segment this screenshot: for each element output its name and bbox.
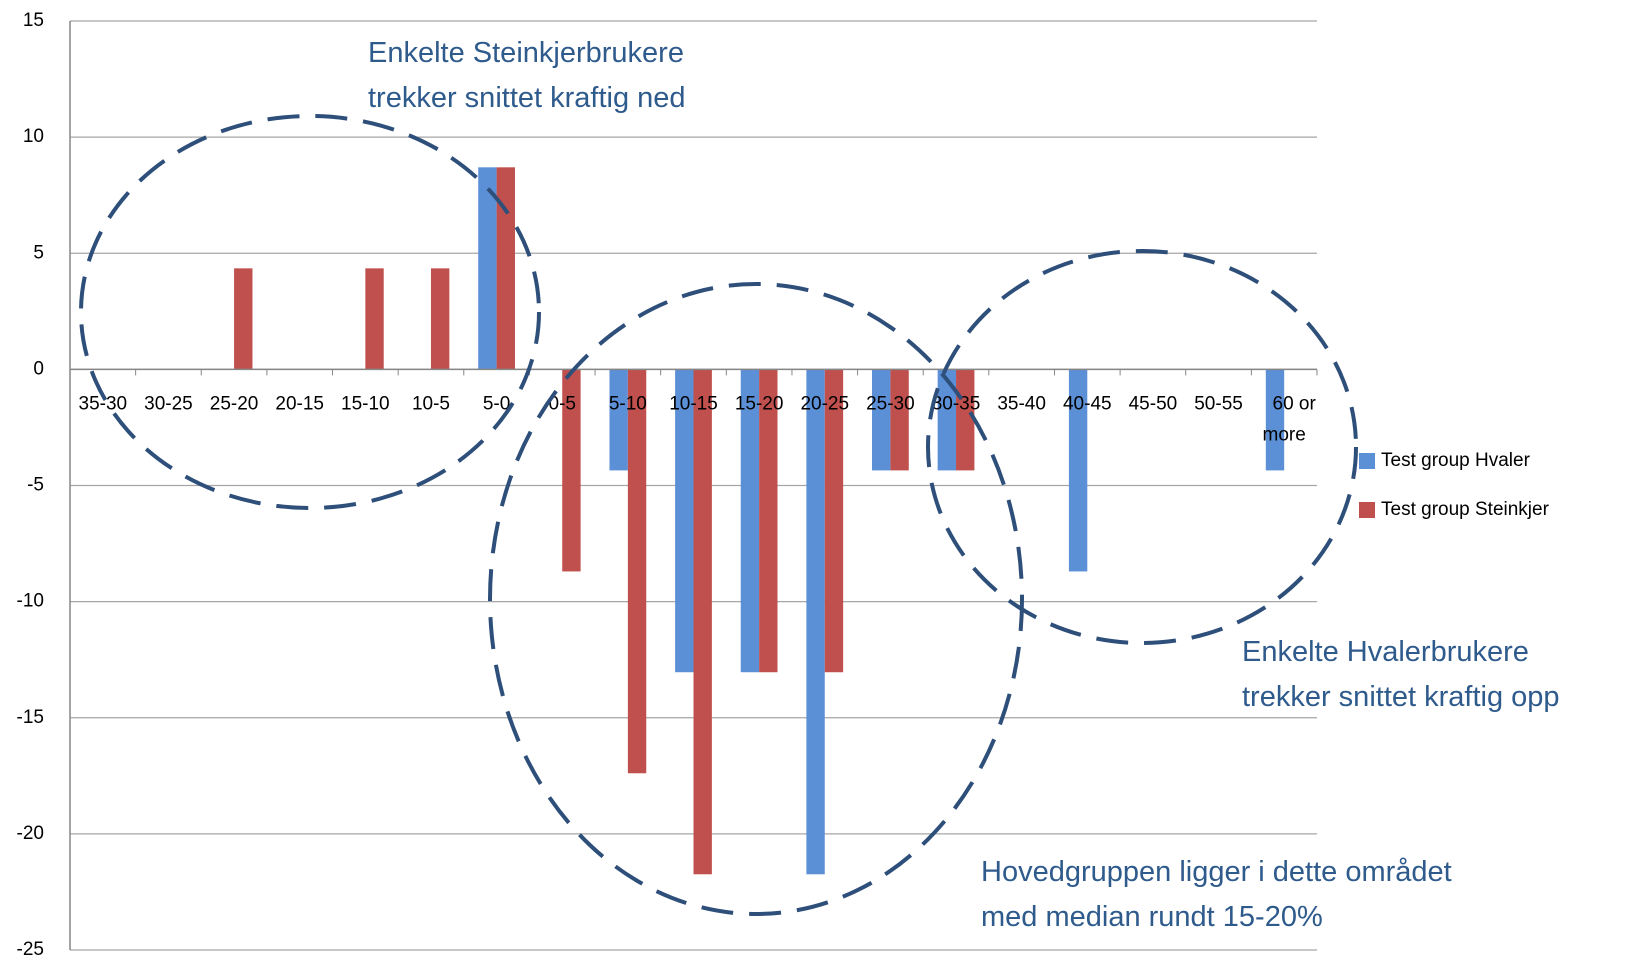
bar: [872, 369, 891, 471]
bar: [890, 369, 909, 471]
bar: [824, 369, 844, 673]
x-tick-label: 15-10: [341, 393, 390, 414]
highlight-ellipse: [79, 114, 541, 510]
x-tick-label: 25-20: [210, 393, 259, 414]
x-tick-label: 5-0: [483, 393, 510, 414]
x-tick-label: 60 or more: [1263, 393, 1317, 445]
x-tick-label: 40-45: [1063, 393, 1112, 414]
legend-swatch: [1359, 453, 1375, 469]
legend-label: Test group Steinkjer: [1381, 499, 1550, 520]
bar: [956, 369, 975, 471]
bar: [759, 369, 778, 673]
bar: [740, 369, 760, 673]
x-tick-label: 0-5: [549, 393, 576, 414]
x-tick-label: 35-40: [997, 393, 1046, 414]
y-tick-label: -10: [17, 591, 44, 612]
x-tick-label: 30-35: [932, 393, 981, 414]
bar: [365, 268, 384, 370]
x-tick-label: 45-50: [1129, 393, 1178, 414]
bar: [478, 167, 497, 370]
y-tick-label: 15: [23, 10, 44, 31]
x-tick-label: 20-25: [800, 393, 849, 414]
y-tick-label: -20: [17, 823, 44, 844]
y-tick-label: -25: [17, 939, 44, 960]
bar: [609, 369, 628, 471]
x-tick-label: 30-25: [144, 393, 193, 414]
bar: [430, 268, 450, 370]
bar: [675, 369, 694, 673]
highlight-ellipse: [488, 282, 1024, 916]
bar: [693, 369, 712, 875]
x-tick-label: 10-15: [669, 393, 718, 414]
annotation: Hovedgruppen ligger i dette området: [981, 856, 1452, 888]
legend-swatch: [1359, 502, 1375, 518]
highlight-ellipse: [926, 249, 1358, 645]
annotation: trekker snittet kraftig ned: [368, 82, 686, 114]
bar: [937, 369, 957, 471]
annotation: Enkelte Steinkjerbrukere: [368, 37, 684, 69]
x-tick-label: 20-15: [275, 393, 324, 414]
bar: [1265, 369, 1285, 471]
bar: [806, 369, 825, 875]
bar: [562, 369, 581, 572]
x-tick-label: 50-55: [1194, 393, 1243, 414]
y-tick-label: 5: [33, 242, 44, 263]
x-tick-label: 10-5: [412, 393, 450, 414]
y-tick-label: 0: [33, 358, 44, 379]
bar: [234, 268, 253, 370]
annotation: Enkelte Hvalerbrukere: [1242, 636, 1529, 668]
annotation: trekker snittet kraftig opp: [1242, 681, 1560, 713]
bar: [1068, 369, 1088, 572]
y-tick-label: -15: [17, 707, 44, 728]
annotation: med median rundt 15-20%: [981, 901, 1323, 933]
bar: [496, 167, 515, 370]
x-tick-label: 25-30: [866, 393, 915, 414]
x-tick-label: 15-20: [735, 393, 784, 414]
legend-label: Test group Hvaler: [1381, 450, 1531, 471]
y-tick-label: 10: [23, 126, 44, 147]
x-tick-label: 35-30: [79, 393, 128, 414]
y-tick-label: -5: [27, 475, 44, 496]
x-tick-label: 5-10: [609, 393, 647, 414]
bar: [627, 369, 647, 774]
